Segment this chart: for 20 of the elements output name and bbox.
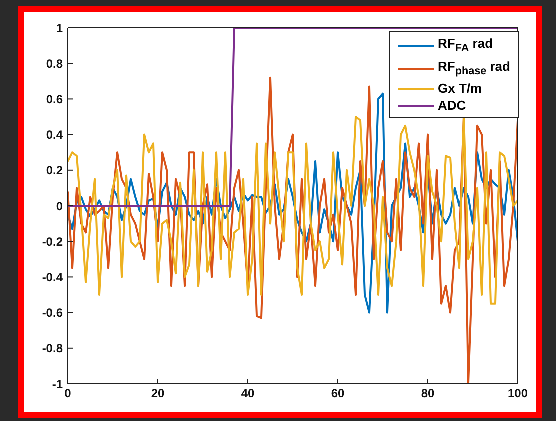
y-tick-label: 0.2 [46,164,64,178]
legend-label: ADC [438,97,466,114]
y-tick-label: 0.8 [46,56,64,71]
y-tick-label: 0.4 [46,128,64,142]
x-tick-label: 60 [331,386,345,401]
legend-label: RF$_{FA}$ rad [438,35,494,57]
y-tick-label: -0.4 [42,270,64,284]
x-tick-label: 100 [508,386,528,401]
legend-label: Gx T/m [438,80,482,98]
y-tick-label: -0.8 [42,342,64,356]
x-tick-label: 40 [241,386,255,401]
x-tick-label: 80 [421,386,435,401]
y-tick-label: 0 [56,199,64,214]
y-tick-label: 0.6 [46,92,64,106]
legend-label: RF$_{phase}$ rad [438,58,510,80]
x-tick-label: 20 [151,386,165,401]
y-tick-label: -0.2 [42,234,64,249]
y-tick-label: 1 [56,21,64,36]
y-tick-label: -1 [52,377,64,392]
y-tick-label: -0.6 [42,306,64,320]
